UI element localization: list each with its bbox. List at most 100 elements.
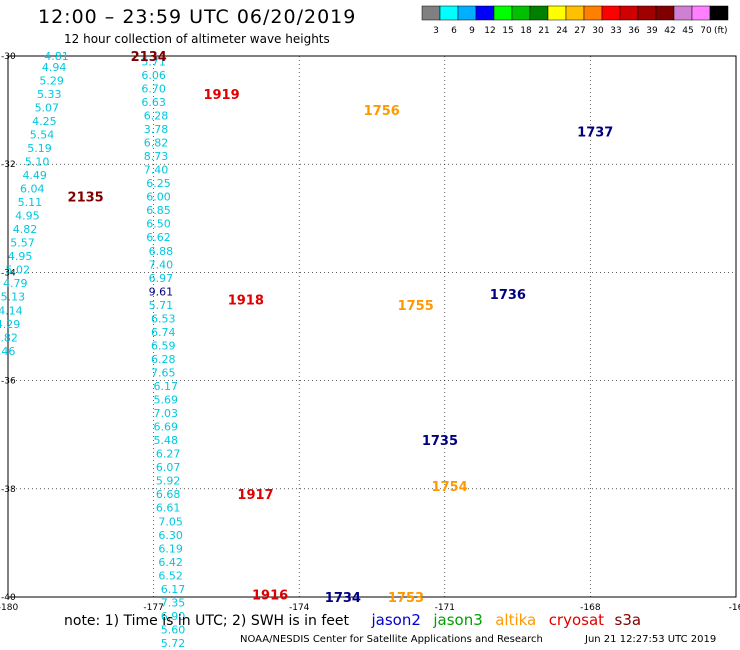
pass-time-label: 1734 <box>325 591 361 606</box>
y-tick-label: -36 <box>1 377 16 387</box>
legend-swatch <box>709 5 729 21</box>
wave-height-label: 5.71 <box>149 299 174 312</box>
wave-height-label: 6.53 <box>151 312 176 325</box>
wave-height-label: 5.10 <box>25 155 50 168</box>
wave-height-label: 6.90 <box>161 610 186 623</box>
footer-note: note: 1) Time is in UTC; 2) SWH is in fe… <box>64 613 350 629</box>
footer-note-row: note: 1) Time is in UTC; 2) SWH is in fe… <box>64 611 641 629</box>
pass-time-label: 1737 <box>577 126 613 141</box>
plot-frame <box>7 55 737 598</box>
pass-time-label: 1736 <box>490 288 526 303</box>
wave-height-label: 6.82 <box>144 137 169 150</box>
wave-height-label: 6.62 <box>146 231 171 244</box>
page-subtitle: 12 hour collection of altimeter wave hei… <box>64 32 330 46</box>
x-tick-label: -16 <box>729 603 740 613</box>
x-tick-label: -168 <box>580 603 601 613</box>
wave-height-label: 6.28 <box>144 110 169 123</box>
legend-tick-label: 70 <box>700 26 712 36</box>
x-tick-label: -177 <box>143 603 163 613</box>
wave-height-label: 6.69 <box>153 421 178 434</box>
wave-height-label: 6.50 <box>146 218 171 231</box>
generated-timestamp: Jun 21 12:27:53 UTC 2019 <box>585 634 717 645</box>
legend-tick-label: 45 <box>682 26 693 36</box>
wave-height-label: 5.02 <box>5 264 30 277</box>
legend-tick-label: 33 <box>610 26 621 36</box>
wave-height-label: 4.94 <box>42 61 67 74</box>
x-tick-label: -180 <box>0 603 18 613</box>
x-tick-label: -171 <box>435 603 455 613</box>
wave-height-label: 6.17 <box>161 583 186 596</box>
wave-height-label: 6.42 <box>158 556 183 569</box>
pass-time-label: 1917 <box>237 488 273 503</box>
wave-height-label: 7.40 <box>144 164 169 177</box>
legend-tick-label: 15 <box>502 26 513 36</box>
pass-time-label: 1753 <box>388 591 424 606</box>
wave-height-label: 6.19 <box>158 542 183 555</box>
wave-height-label: 6.88 <box>149 245 174 258</box>
pass-time-label: 1756 <box>364 104 400 119</box>
wave-height-label: 4.95 <box>15 210 40 223</box>
wave-height-label: 5.54 <box>30 128 55 141</box>
wave-height-label: 5.11 <box>18 196 43 209</box>
pass-time-label: 2134 <box>131 50 167 65</box>
mission-altika: altika <box>495 611 537 629</box>
wave-height-label: 6.63 <box>141 96 166 109</box>
wave-height-label: 6.85 <box>146 204 171 217</box>
wave-height-label: 7.35 <box>161 596 186 609</box>
wave-height-label: 6.59 <box>151 339 176 352</box>
wave-height-label: 7.65 <box>151 366 176 379</box>
page-title: 12:00 – 23:59 UTC 06/20/2019 <box>38 6 357 28</box>
wave-height-label: 5.69 <box>153 394 178 407</box>
wave-height-label: 4.29 <box>0 318 20 331</box>
pass-time-label: 1916 <box>252 588 288 603</box>
wave-height-label: 6.25 <box>146 177 171 190</box>
pass-time-label: 1754 <box>432 480 468 495</box>
wave-height-label: 5.71 <box>141 55 166 68</box>
pass-time-label: 1735 <box>422 434 458 449</box>
legend-tick-label: 39 <box>646 26 658 36</box>
wave-height-label: 6.97 <box>149 272 174 285</box>
wave-height-label: 7.40 <box>149 258 174 271</box>
wave-height-label: 4.81 <box>44 50 69 63</box>
wave-height-label: 4.25 <box>32 115 57 128</box>
wave-height-label: 4.49 <box>22 169 47 182</box>
wave-height-label: 6.17 <box>153 380 178 393</box>
wave-height-label: 4.79 <box>3 277 28 290</box>
wave-height-label: 5.72 <box>161 637 186 650</box>
wave-height-label: 5.13 <box>1 291 26 304</box>
wave-height-label: 5.46 <box>0 345 15 358</box>
y-tick-label: -32 <box>1 160 16 170</box>
wave-height-label: 6.28 <box>151 353 176 366</box>
mission-s3a: s3a <box>614 611 642 629</box>
wave-height-label: 5.29 <box>39 74 64 87</box>
wave-height-label: 6.61 <box>156 502 181 515</box>
wave-height-label: 6.00 <box>146 191 171 204</box>
wave-height-label: 3.78 <box>144 123 169 136</box>
wave-height-label: 6.04 <box>20 183 45 196</box>
x-tick-label: -174 <box>289 603 310 613</box>
wave-height-label: 4.95 <box>8 250 33 263</box>
wave-height-label: 6.52 <box>158 569 183 582</box>
wave-height-label: 6.06 <box>141 69 166 82</box>
wave-height-label: 5.60 <box>161 623 186 636</box>
wave-height-label: 4.14 <box>0 304 23 317</box>
wave-height-label: 7.03 <box>153 407 178 420</box>
pass-time-label: 2135 <box>68 191 104 206</box>
wave-height-label: 6.74 <box>151 326 176 339</box>
legend-tick-label: 12 <box>484 26 495 36</box>
legend-unit: (ft) <box>714 26 728 36</box>
legend-tick-label: 27 <box>574 26 585 36</box>
mission-jason2: jason2 <box>371 611 421 629</box>
wave-height-label: 6.68 <box>156 488 181 501</box>
wave-height-label: 6.70 <box>141 82 166 95</box>
wave-height-label: 5.48 <box>153 434 178 447</box>
y-tick-label: -38 <box>1 485 16 495</box>
wave-height-label: 5.19 <box>27 142 52 155</box>
wave-height-label: 5.07 <box>35 101 60 114</box>
y-tick-label: -40 <box>1 593 16 603</box>
legend-tick-label: 21 <box>538 26 549 36</box>
legend-tick-label: 3 <box>433 26 439 36</box>
pass-time-label: 1755 <box>398 299 434 314</box>
color-legend: 3 6 9 12 15 18 21 24 27 30 33 36 39 42 45 70 (ft) <box>421 5 729 36</box>
legend-tick-label: 42 <box>664 26 675 36</box>
